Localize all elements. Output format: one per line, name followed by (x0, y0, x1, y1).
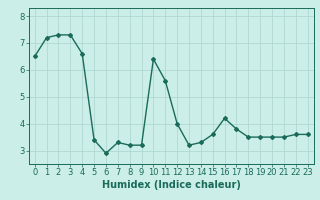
X-axis label: Humidex (Indice chaleur): Humidex (Indice chaleur) (102, 180, 241, 190)
